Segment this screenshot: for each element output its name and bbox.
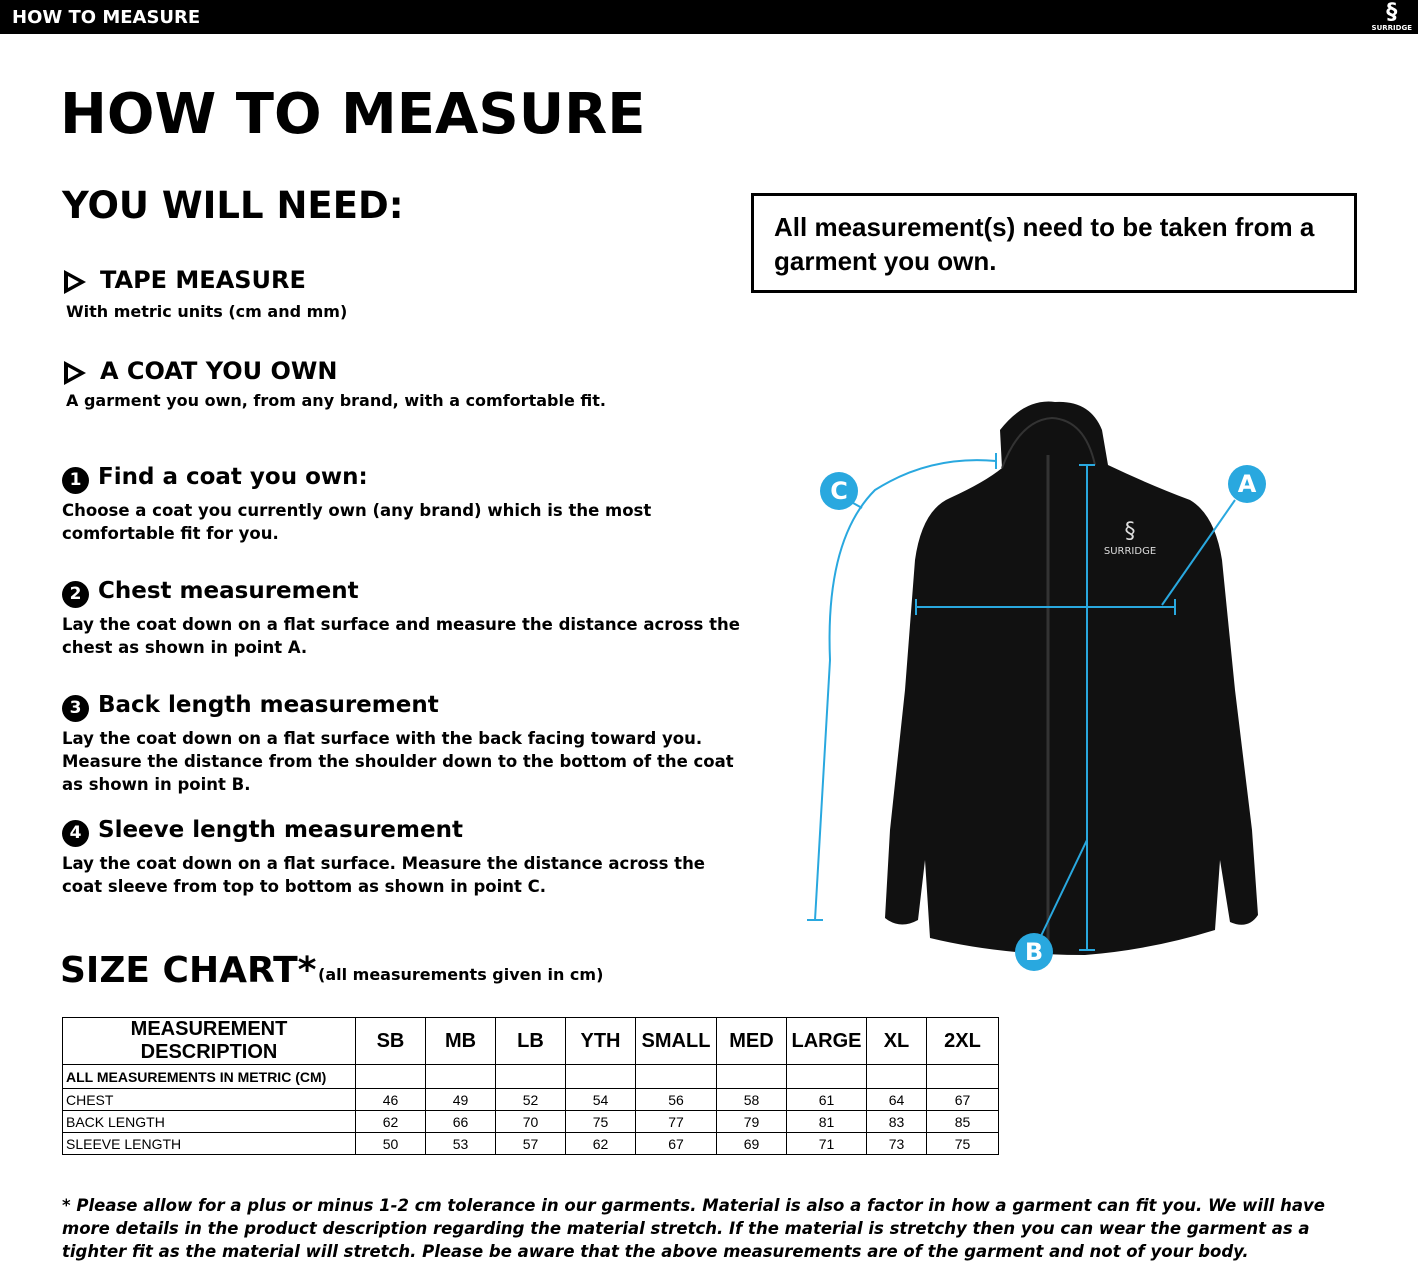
bar-title: HOW TO MEASURE [12, 7, 201, 28]
logo: § SURRIDGE [1371, 0, 1412, 33]
header-cell: 2XL [926, 1017, 999, 1065]
value-cell: 85 [926, 1110, 999, 1133]
size-chart-title: SIZE CHART* [60, 950, 317, 991]
logo-text: SURRIDGE [1371, 24, 1412, 32]
notice-box: All measurement(s) need to be taken from… [751, 193, 1357, 293]
value-cell: 81 [786, 1110, 867, 1133]
data-row: CHEST 46 49 52 54 56 58 61 64 67 [62, 1088, 999, 1111]
step-number: 3 [62, 695, 89, 722]
footnote: * Please allow for a plus or minus 1-2 c… [62, 1196, 1325, 1261]
step-text: Lay the coat down on a flat surface. Mea… [62, 854, 706, 896]
point-label: C [820, 472, 858, 510]
item-title: TAPE MEASURE [100, 266, 306, 294]
value-cell: 73 [866, 1132, 927, 1155]
header-cell: MED [716, 1017, 787, 1065]
row-label: SLEEVE LENGTH [62, 1132, 356, 1155]
size-table: MEASUREMENT DESCRIPTION SB MB LB YTH SMALL MED… [62, 1017, 999, 1155]
empty-cell [425, 1064, 496, 1089]
value-cell: 53 [425, 1132, 496, 1155]
jacket-logo: § [1125, 519, 1136, 544]
point-label: A [1228, 465, 1266, 503]
empty-cell [716, 1064, 787, 1089]
jacket-hood-seam [1001, 416, 1096, 469]
header-cell: SB [355, 1017, 426, 1065]
needs-heading: YOU WILL NEED: [62, 184, 404, 227]
step-title: Chest measurement [98, 578, 359, 604]
value-cell: 66 [425, 1110, 496, 1133]
value-cell: 83 [866, 1110, 927, 1133]
value-cell: 64 [866, 1088, 927, 1111]
value-cell: 62 [355, 1110, 426, 1133]
value-cell: 75 [565, 1110, 636, 1133]
measure-lines [807, 453, 1236, 951]
item-text: A garment you own, from any brand, with … [66, 391, 606, 410]
top-bar [0, 0, 1418, 34]
value-cell: 62 [565, 1132, 636, 1155]
value-cell: 71 [786, 1132, 867, 1155]
value-cell: 56 [635, 1088, 717, 1111]
row-label: BACK LENGTH [62, 1110, 356, 1133]
value-cell: 58 [716, 1088, 787, 1111]
empty-cell [635, 1064, 717, 1089]
header-cell: YTH [565, 1017, 636, 1065]
item-text: With metric units (cm and mm) [66, 302, 348, 321]
jacket-body [885, 401, 1258, 955]
header-cell: MEASUREMENT DESCRIPTION [62, 1017, 356, 1065]
bullet-triangle [64, 270, 86, 294]
value-cell: 52 [495, 1088, 566, 1111]
value-cell: 79 [716, 1110, 787, 1133]
value-cell: 70 [495, 1110, 566, 1133]
empty-cell [495, 1064, 566, 1089]
step-title: Find a coat you own: [98, 464, 368, 490]
item-title: A COAT YOU OWN [100, 357, 338, 385]
value-cell: 57 [495, 1132, 566, 1155]
jacket-diagram: SURRIDGE § [807, 401, 1258, 955]
step-number: 4 [62, 820, 89, 847]
point-label: B [1015, 933, 1053, 971]
subheader-row: ALL MEASUREMENTS IN METRIC (CM) [62, 1064, 999, 1089]
value-cell: 67 [926, 1088, 999, 1111]
empty-cell [355, 1064, 426, 1089]
row-label: CHEST [62, 1088, 356, 1111]
value-cell: 50 [355, 1132, 426, 1155]
jacket-brand: SURRIDGE [1104, 546, 1156, 557]
empty-cell [786, 1064, 867, 1089]
empty-cell [926, 1064, 999, 1089]
value-cell: 69 [716, 1132, 787, 1155]
value-cell: 75 [926, 1132, 999, 1155]
bullet-triangle [64, 361, 86, 385]
empty-cell [565, 1064, 636, 1089]
step-text: Lay the coat down on a flat surface with… [62, 729, 734, 794]
header-cell: MB [425, 1017, 496, 1065]
header-cell: XL [866, 1017, 927, 1065]
value-cell: 77 [635, 1110, 717, 1133]
page-title: HOW TO MEASURE [60, 82, 646, 147]
logo-mark: § [1386, 0, 1398, 25]
data-row: BACK LENGTH 62 66 70 75 77 79 81 83 85 [62, 1110, 999, 1133]
empty-cell [866, 1064, 927, 1089]
value-cell: 61 [786, 1088, 867, 1111]
value-cell: 54 [565, 1088, 636, 1111]
header-cell: LB [495, 1017, 566, 1065]
header-cell: SMALL [635, 1017, 717, 1065]
step-title: Back length measurement [98, 692, 439, 718]
size-chart-note: (all measurements given in cm) [318, 965, 604, 984]
step-title: Sleeve length measurement [98, 817, 463, 843]
subheader-cell: ALL MEASUREMENTS IN METRIC (CM) [62, 1064, 356, 1089]
step-text: Lay the coat down on a flat surface and … [62, 615, 740, 657]
step-number: 1 [62, 467, 89, 494]
header-cell: LARGE [786, 1017, 867, 1065]
header-row: MEASUREMENT DESCRIPTION SB MB LB YTH SMALL MED… [62, 1017, 999, 1065]
value-cell: 49 [425, 1088, 496, 1111]
step-text: Choose a coat you currently own (any bra… [62, 501, 652, 543]
value-cell: 67 [635, 1132, 717, 1155]
data-row: SLEEVE LENGTH 50 53 57 62 67 69 71 73 75 [62, 1132, 999, 1155]
step-number: 2 [62, 581, 89, 608]
value-cell: 46 [355, 1088, 426, 1111]
